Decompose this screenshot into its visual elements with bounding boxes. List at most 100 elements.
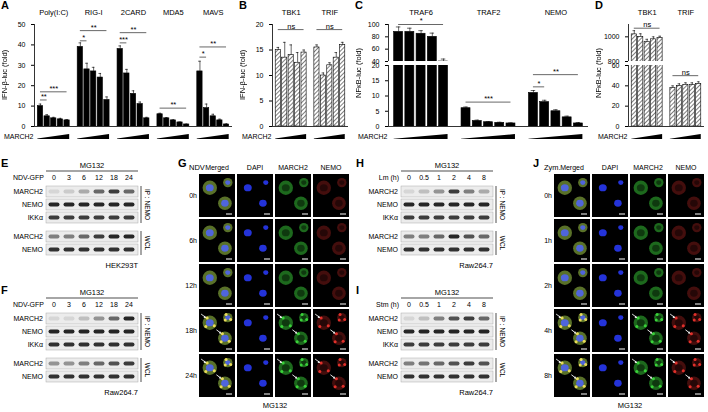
svg-text:*: *: [202, 49, 205, 58]
svg-text:**: **: [170, 100, 176, 109]
svg-text:MARCH2: MARCH2: [598, 133, 628, 140]
svg-text:0h: 0h: [189, 192, 197, 199]
svg-text:20: 20: [612, 102, 620, 109]
svg-text:15: 15: [256, 46, 264, 53]
svg-text:0: 0: [407, 301, 411, 308]
svg-text:15: 15: [372, 77, 380, 84]
svg-text:Raw264.7: Raw264.7: [104, 388, 138, 397]
svg-text:NDV-GFP: NDV-GFP: [13, 301, 44, 308]
svg-text:**: **: [41, 92, 47, 101]
svg-text:RIG-I: RIG-I: [85, 8, 103, 17]
svg-text:IP : NEMO: IP : NEMO: [144, 316, 151, 347]
svg-text:40: 40: [18, 41, 26, 48]
svg-text:MG132: MG132: [618, 401, 643, 410]
svg-text:**: **: [131, 25, 137, 34]
svg-text:IP : NEMO: IP : NEMO: [499, 316, 506, 347]
svg-text:100: 100: [368, 21, 380, 28]
svg-text:30: 30: [18, 62, 26, 69]
svg-text:NDV-GFP: NDV-GFP: [13, 174, 44, 181]
svg-text:18h: 18h: [185, 327, 197, 334]
svg-text:MDA5: MDA5: [163, 8, 184, 17]
svg-text:50: 50: [18, 21, 26, 28]
svg-text:*: *: [538, 79, 541, 88]
svg-text:MARCH2: MARCH2: [242, 133, 272, 140]
svg-text:18: 18: [110, 301, 118, 308]
svg-text:3: 3: [67, 301, 71, 308]
svg-text:0: 0: [22, 123, 26, 130]
svg-text:0.5: 0.5: [419, 174, 429, 181]
svg-text:**: **: [91, 23, 97, 32]
svg-text:*: *: [420, 16, 423, 25]
svg-text:0: 0: [260, 123, 264, 130]
svg-text:*: *: [82, 33, 85, 42]
svg-text:10: 10: [18, 102, 26, 109]
svg-text:12h: 12h: [185, 282, 197, 289]
svg-text:MARCH2: MARCH2: [4, 133, 34, 140]
svg-text:NEMO: NEMO: [377, 328, 399, 335]
svg-text:24h: 24h: [185, 372, 197, 379]
svg-text:WCL: WCL: [144, 236, 151, 251]
svg-text:80: 80: [372, 33, 380, 40]
svg-text:TBK1: TBK1: [282, 8, 301, 17]
svg-text:MARCH2: MARCH2: [368, 360, 398, 367]
svg-text:MARCH2: MARCH2: [368, 233, 398, 240]
svg-text:MG132: MG132: [263, 401, 288, 410]
svg-text:ns: ns: [326, 22, 334, 31]
svg-text:20: 20: [256, 21, 264, 28]
svg-text:***: ***: [119, 35, 128, 44]
svg-text:0: 0: [52, 301, 56, 308]
svg-text:IKKα: IKKα: [28, 214, 43, 221]
svg-text:WCL: WCL: [144, 363, 151, 378]
svg-text:12: 12: [95, 174, 103, 181]
svg-text:MARCH2: MARCH2: [368, 315, 398, 322]
svg-text:6: 6: [82, 301, 86, 308]
svg-text:2h: 2h: [544, 282, 552, 289]
svg-text:0.5: 0.5: [419, 301, 429, 308]
svg-text:0: 0: [616, 123, 620, 130]
svg-text:TRAF2: TRAF2: [477, 8, 501, 17]
svg-text:40: 40: [612, 82, 620, 89]
svg-text:MARCH2: MARCH2: [13, 315, 43, 322]
svg-text:ns: ns: [682, 68, 690, 77]
svg-text:***: ***: [484, 94, 493, 103]
svg-text:IP : NEMO: IP : NEMO: [499, 189, 506, 220]
svg-text:1h: 1h: [544, 237, 552, 244]
svg-text:0h: 0h: [544, 192, 552, 199]
svg-text:NEMO: NEMO: [22, 246, 44, 253]
svg-text:Merged: Merged: [205, 164, 229, 172]
svg-text:Poly(I:C): Poly(I:C): [39, 8, 69, 17]
svg-text:60: 60: [372, 45, 380, 52]
svg-text:3: 3: [67, 174, 71, 181]
svg-text:0: 0: [407, 174, 411, 181]
svg-text:MARCH2: MARCH2: [278, 164, 308, 171]
svg-text:**: **: [210, 39, 216, 48]
svg-text:NEMO: NEMO: [22, 201, 44, 208]
svg-text:MARCH2: MARCH2: [13, 360, 43, 367]
svg-text:NEMO: NEMO: [676, 164, 698, 171]
svg-text:18: 18: [110, 174, 118, 181]
svg-text:ns: ns: [643, 20, 651, 29]
svg-text:MG132: MG132: [80, 288, 105, 297]
svg-text:MG132: MG132: [435, 161, 460, 170]
svg-text:10: 10: [256, 72, 264, 79]
svg-text:1: 1: [437, 301, 441, 308]
svg-text:8h: 8h: [544, 372, 552, 379]
svg-text:IKKα: IKKα: [28, 341, 43, 348]
svg-text:MG132: MG132: [435, 288, 460, 297]
svg-text:NEMO: NEMO: [321, 164, 343, 171]
svg-text:Merged: Merged: [560, 164, 584, 172]
svg-text:24: 24: [125, 174, 133, 181]
svg-text:8: 8: [482, 301, 486, 308]
svg-text:ns: ns: [287, 22, 295, 31]
svg-text:MG132: MG132: [80, 161, 105, 170]
svg-text:6: 6: [82, 174, 86, 181]
svg-text:8: 8: [482, 174, 486, 181]
svg-text:NEMO: NEMO: [377, 373, 399, 380]
svg-text:IKKα: IKKα: [383, 214, 398, 221]
svg-text:1000: 1000: [604, 33, 620, 40]
svg-text:MARCH2: MARCH2: [13, 188, 43, 195]
svg-text:NEMO: NEMO: [545, 8, 568, 17]
svg-text:NEMO: NEMO: [22, 328, 44, 335]
svg-text:WCL: WCL: [499, 363, 506, 378]
svg-text:TRIF: TRIF: [321, 8, 338, 17]
